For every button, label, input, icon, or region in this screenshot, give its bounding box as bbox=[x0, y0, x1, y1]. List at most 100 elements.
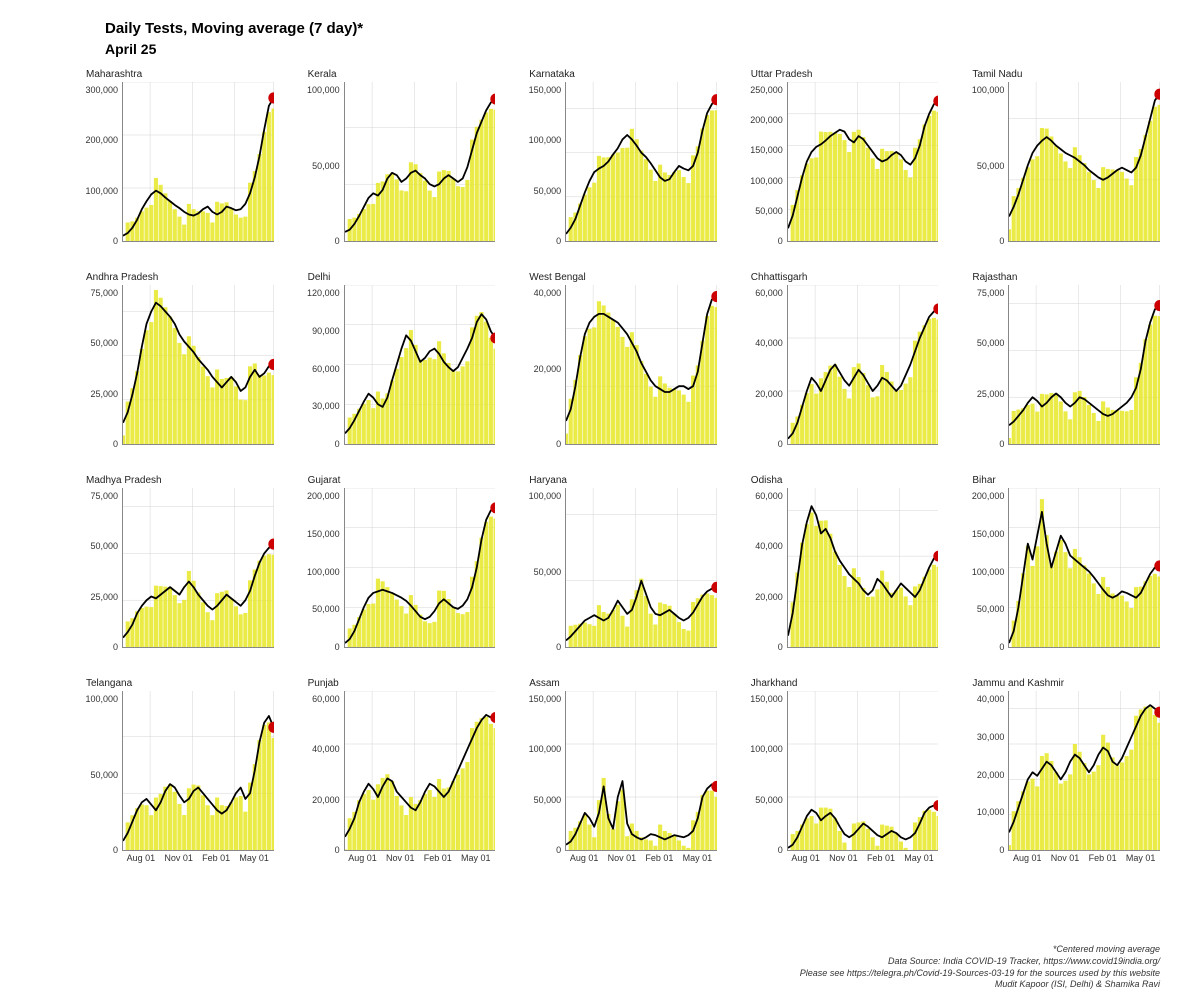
y-axis-labels: 030,00060,00090,000120,000 bbox=[302, 285, 344, 445]
chart-panel: Bihar 050,000100,000150,000200,000 bbox=[966, 475, 1160, 660]
plot-area bbox=[344, 285, 496, 445]
y-axis-labels: 050,000100,000150,000 bbox=[745, 691, 787, 851]
plot-area bbox=[1008, 82, 1160, 242]
y-axis-labels: 050,000100,000150,000200,000 bbox=[966, 488, 1008, 648]
chart-wrap: 050,000100,000150,000200,000250,000 bbox=[745, 82, 939, 242]
panel-grid: Maharashtra 0100,000200,000300,000 Kerala0… bbox=[80, 69, 1160, 863]
x-axis-labels: Aug 01Nov 01Feb 01May 01 bbox=[565, 853, 717, 863]
panel-title: Maharashtra bbox=[80, 69, 274, 80]
y-axis-labels: 025,00050,00075,000 bbox=[966, 285, 1008, 445]
panel-title: Uttar Pradesh bbox=[745, 69, 939, 80]
panel-title: Delhi bbox=[302, 272, 496, 283]
chart-panel: Karnataka 050,000100,000150,000 bbox=[523, 69, 717, 254]
chart-subtitle: April 25 bbox=[105, 41, 1160, 57]
y-axis-labels: 020,00040,00060,000 bbox=[302, 691, 344, 851]
plot-area bbox=[565, 285, 717, 445]
chart-wrap: 050,000100,000150,000 bbox=[523, 691, 717, 851]
chart-panel: Delhi 030,00060,00090,000120,000 bbox=[302, 272, 496, 457]
y-axis-labels: 050,000100,000150,000 bbox=[523, 82, 565, 242]
panel-title: Telangana bbox=[80, 678, 274, 689]
panel-title: Jharkhand bbox=[745, 678, 939, 689]
chart-wrap: 030,00060,00090,000120,000 bbox=[302, 285, 496, 445]
y-axis-labels: 050,000100,000 bbox=[523, 488, 565, 648]
plot-area bbox=[787, 82, 939, 242]
panel-title: Bihar bbox=[966, 475, 1160, 486]
plot-area bbox=[1008, 488, 1160, 648]
chart-wrap: 020,00040,000 bbox=[523, 285, 717, 445]
panel-title: West Bengal bbox=[523, 272, 717, 283]
plot-area bbox=[787, 488, 939, 648]
panel-title: Chhattisgarh bbox=[745, 272, 939, 283]
x-axis-labels: Aug 01Nov 01Feb 01May 01 bbox=[344, 853, 496, 863]
chart-wrap: 025,00050,00075,000 bbox=[80, 488, 274, 648]
y-axis-labels: 050,000100,000 bbox=[302, 82, 344, 242]
y-axis-labels: 025,00050,00075,000 bbox=[80, 285, 122, 445]
y-axis-labels: 050,000100,000150,000 bbox=[523, 691, 565, 851]
y-axis-labels: 010,00020,00030,00040,000 bbox=[966, 691, 1008, 851]
chart-wrap: 050,000100,000150,000200,000 bbox=[302, 488, 496, 648]
footer-line: Please see https://telegra.ph/Covid-19-S… bbox=[800, 968, 1160, 980]
chart-wrap: 050,000100,000 bbox=[302, 82, 496, 242]
y-axis-labels: 025,00050,00075,000 bbox=[80, 488, 122, 648]
chart-panel: Madhya Pradesh 025,00050,00075,000 bbox=[80, 475, 274, 660]
y-axis-labels: 050,000100,000 bbox=[966, 82, 1008, 242]
panel-title: Rajasthan bbox=[966, 272, 1160, 283]
footer-credits: *Centered moving average Data Source: In… bbox=[800, 944, 1160, 991]
chart-panel: Kerala050,000100,000 bbox=[302, 69, 496, 254]
chart-wrap: 050,000100,000150,000200,000 bbox=[966, 488, 1160, 648]
chart-panel: Andhra Pradesh 025,00050,00075,000 bbox=[80, 272, 274, 457]
plot-area bbox=[1008, 691, 1160, 851]
chart-panel: Telangana 050,000100,000 Aug 01Nov 01Feb 0… bbox=[80, 678, 274, 863]
x-axis-labels: Aug 01Nov 01Feb 01May 01 bbox=[787, 853, 939, 863]
plot-area bbox=[787, 691, 939, 851]
chart-panel: Maharashtra 0100,000200,000300,000 bbox=[80, 69, 274, 254]
plot-area bbox=[344, 488, 496, 648]
plot-area bbox=[565, 82, 717, 242]
footer-line: *Centered moving average bbox=[800, 944, 1160, 956]
panel-title: Tamil Nadu bbox=[966, 69, 1160, 80]
plot-area bbox=[122, 488, 274, 648]
y-axis-labels: 050,000100,000150,000200,000 bbox=[302, 488, 344, 648]
plot-area bbox=[344, 691, 496, 851]
x-axis-labels: Aug 01Nov 01Feb 01May 01 bbox=[122, 853, 274, 863]
chart-panel: Assam 050,000100,000150,000Aug 01Nov 01Fe… bbox=[523, 678, 717, 863]
chart-panel: Rajasthan 025,00050,00075,000 bbox=[966, 272, 1160, 457]
chart-panel: West Bengal 020,00040,000 bbox=[523, 272, 717, 457]
plot-area bbox=[1008, 285, 1160, 445]
panel-title: Karnataka bbox=[523, 69, 717, 80]
chart-panel: Tamil Nadu 050,000100,000 bbox=[966, 69, 1160, 254]
panel-title: Madhya Pradesh bbox=[80, 475, 274, 486]
chart-panel: Uttar Pradesh 050,000100,000150,000200,00… bbox=[745, 69, 939, 254]
plot-area bbox=[565, 488, 717, 648]
chart-wrap: 0100,000200,000300,000 bbox=[80, 82, 274, 242]
y-axis-labels: 020,00040,00060,000 bbox=[745, 285, 787, 445]
chart-wrap: 025,00050,00075,000 bbox=[80, 285, 274, 445]
plot-area bbox=[344, 82, 496, 242]
chart-panel: Odisha 020,00040,00060,000 bbox=[745, 475, 939, 660]
chart-title: Daily Tests, Moving average (7 day)* bbox=[105, 20, 1160, 37]
chart-wrap: 010,00020,00030,00040,000 bbox=[966, 691, 1160, 851]
panel-title: Andhra Pradesh bbox=[80, 272, 274, 283]
chart-wrap: 050,000100,000 bbox=[80, 691, 274, 851]
panel-title: Jammu and Kashmir bbox=[966, 678, 1160, 689]
chart-panel: Haryana050,000100,000 bbox=[523, 475, 717, 660]
chart-wrap: 050,000100,000150,000 bbox=[523, 82, 717, 242]
chart-wrap: 020,00040,00060,000 bbox=[745, 488, 939, 648]
panel-title: Odisha bbox=[745, 475, 939, 486]
panel-title: Assam bbox=[523, 678, 717, 689]
y-axis-labels: 020,00040,00060,000 bbox=[745, 488, 787, 648]
chart-wrap: 050,000100,000150,000 bbox=[745, 691, 939, 851]
footer-line: Mudit Kapoor (ISI, Delhi) & Shamika Ravi bbox=[800, 979, 1160, 991]
chart-wrap: 050,000100,000 bbox=[966, 82, 1160, 242]
plot-area bbox=[122, 285, 274, 445]
panel-title: Punjab bbox=[302, 678, 496, 689]
chart-wrap: 025,00050,00075,000 bbox=[966, 285, 1160, 445]
page-root: Daily Tests, Moving average (7 day)* Apr… bbox=[0, 0, 1200, 999]
plot-area bbox=[565, 691, 717, 851]
y-axis-labels: 020,00040,000 bbox=[523, 285, 565, 445]
chart-wrap: 020,00040,00060,000 bbox=[302, 691, 496, 851]
chart-panel: Jharkhand 050,000100,000150,000Aug 01Nov … bbox=[745, 678, 939, 863]
y-axis-labels: 0100,000200,000300,000 bbox=[80, 82, 122, 242]
panel-title: Gujarat bbox=[302, 475, 496, 486]
chart-panel: Gujarat 050,000100,000150,000200,000 bbox=[302, 475, 496, 660]
